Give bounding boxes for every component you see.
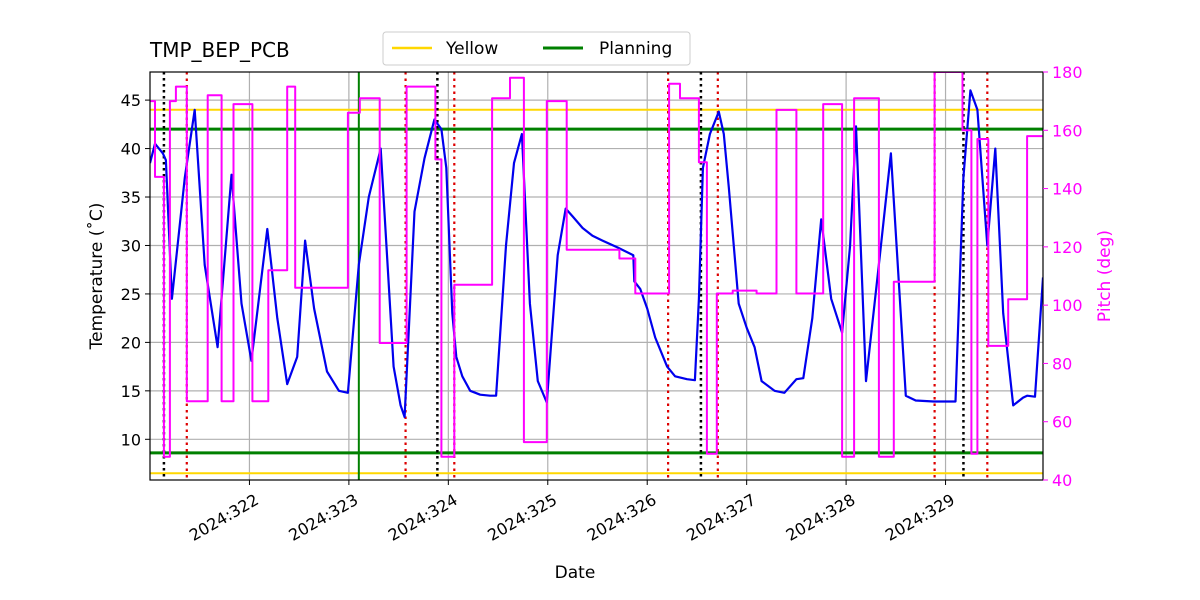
threshold-lines — [150, 108, 1043, 475]
temperature-series-line — [150, 89, 1043, 419]
y-left-tick-label-3: 25 — [121, 285, 141, 304]
pitch-series-line — [150, 72, 1043, 458]
x-tick-label-6: 2024:328 — [783, 490, 859, 545]
legend-box — [382, 31, 691, 66]
grid — [150, 72, 1043, 480]
y-left-axis-ticks: 10 15 20 25 30 35 40 45 — [121, 91, 150, 449]
y-left-tick-label-2: 20 — [121, 333, 141, 352]
y-right-tick-label-1: 60 — [1052, 413, 1072, 432]
x-axis-label: Date — [555, 563, 596, 583]
x-tick-label-3: 2024:325 — [484, 490, 560, 545]
x-tick-label-5: 2024:327 — [683, 490, 759, 545]
legend: Yellow Planning — [382, 31, 691, 66]
y-right-tick-label-6: 160 — [1052, 121, 1083, 140]
y-left-tick-label-0: 10 — [121, 430, 141, 449]
y-left-tick-label-6: 40 — [121, 140, 141, 159]
y-right-tick-label-0: 40 — [1052, 471, 1072, 490]
x-tick-label-2: 2024:324 — [385, 490, 461, 545]
series-group — [150, 72, 1043, 458]
legend-yellow-label: Yellow — [445, 39, 498, 59]
x-tick-label-1: 2024:323 — [285, 490, 361, 545]
y-left-tick-label-4: 30 — [121, 236, 141, 255]
y-left-tick-label-7: 45 — [121, 91, 141, 110]
x-tick-label-7: 2024:329 — [882, 490, 958, 545]
y-right-axis-label: Pitch (deg) — [1095, 230, 1115, 322]
y-right-axis-ticks: 40 60 80 100 120 140 160 180 — [1043, 63, 1083, 490]
y-right-tick-label-3: 100 — [1052, 296, 1083, 315]
y-left-axis-label: Temperature (˚C) — [86, 203, 107, 351]
y-left-tick-label-1: 15 — [121, 382, 141, 401]
plot-frame — [149, 71, 1044, 481]
x-axis-ticks: 2024:322 2024:323 2024:324 2024:325 2024:326… — [186, 480, 958, 545]
x-tick-label-0: 2024:322 — [186, 490, 262, 545]
x-tick-label-4: 2024:326 — [584, 490, 660, 545]
y-right-tick-label-4: 120 — [1052, 238, 1083, 257]
y-right-tick-label-7: 180 — [1052, 63, 1083, 82]
y-left-tick-label-5: 35 — [121, 188, 141, 207]
y-right-tick-label-5: 140 — [1052, 180, 1083, 199]
y-right-tick-label-2: 80 — [1052, 354, 1072, 373]
legend-planning-label: Planning — [599, 39, 672, 59]
chart-title: TMP_BEP_PCB — [149, 38, 290, 62]
